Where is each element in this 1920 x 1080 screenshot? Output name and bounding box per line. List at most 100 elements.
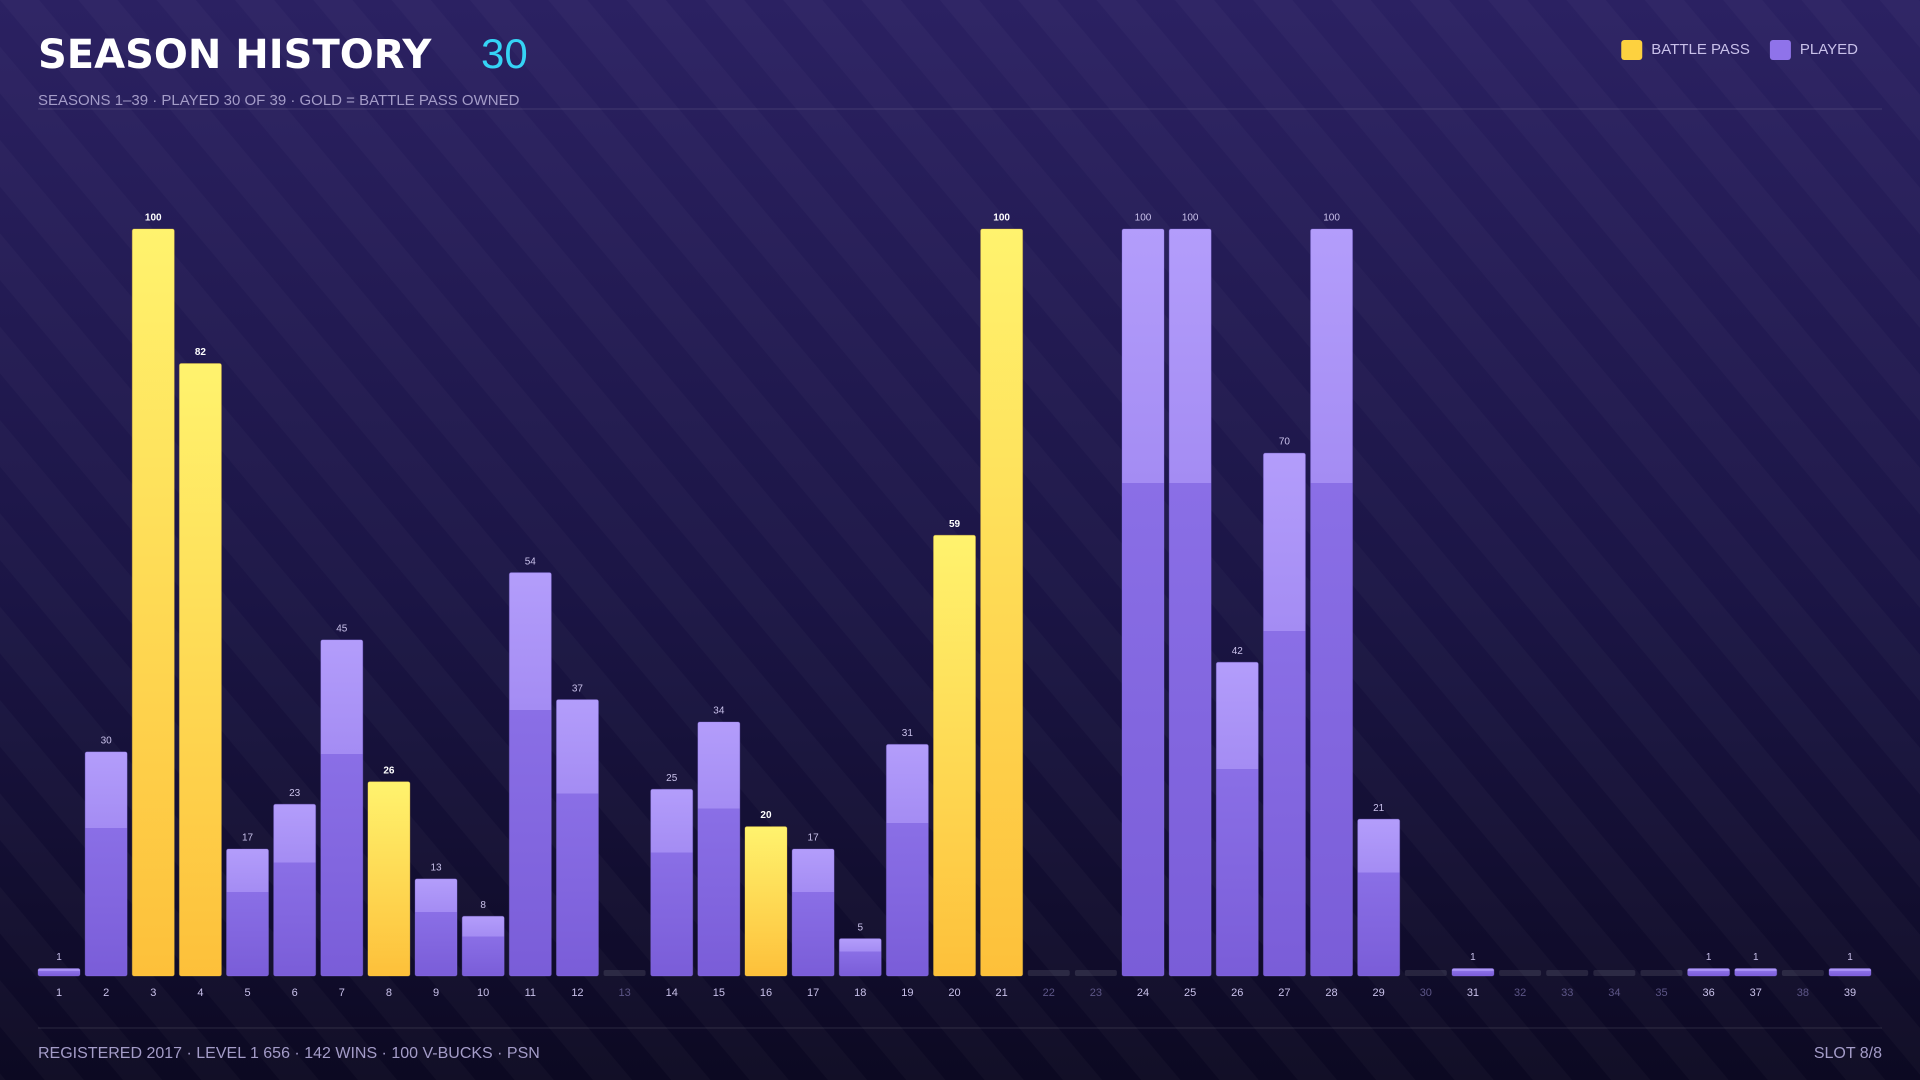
played-bar bbox=[555, 699, 599, 977]
value-label: 100 bbox=[993, 213, 1010, 224]
value-label: 21 bbox=[1373, 803, 1385, 814]
played-bar bbox=[273, 803, 317, 977]
x-tick-label: 35 bbox=[1655, 987, 1667, 999]
value-label: 13 bbox=[430, 863, 442, 874]
played-bar bbox=[1451, 968, 1495, 977]
x-tick-label: 27 bbox=[1278, 987, 1290, 999]
battle-pass-bar bbox=[980, 228, 1024, 977]
footer-info: REGISTERED 2017 · LEVEL 1 656 · 142 WINS… bbox=[38, 1045, 540, 1062]
x-tick-label: 15 bbox=[713, 987, 725, 999]
value-label: 100 bbox=[1135, 213, 1152, 224]
legend-label: PLAYED bbox=[1800, 41, 1858, 58]
footer-slot: SLOT 8/8 bbox=[1814, 1045, 1882, 1062]
x-tick-label: 3 bbox=[150, 987, 156, 999]
value-label: 100 bbox=[1182, 213, 1199, 224]
played-bar bbox=[1262, 452, 1306, 977]
empty-slot bbox=[1593, 970, 1636, 976]
x-tick-label: 5 bbox=[244, 987, 250, 999]
value-label: 54 bbox=[525, 556, 537, 567]
empty-slot bbox=[1404, 970, 1447, 976]
x-tick-label: 17 bbox=[807, 987, 819, 999]
x-tick-label: 20 bbox=[948, 987, 960, 999]
x-tick-label: 18 bbox=[854, 987, 866, 999]
value-label: 1 bbox=[1753, 952, 1759, 963]
value-label: 70 bbox=[1279, 437, 1291, 448]
value-label: 34 bbox=[713, 706, 725, 717]
empty-slot bbox=[1546, 970, 1589, 976]
x-tick-label: 31 bbox=[1467, 987, 1479, 999]
subtitle: SEASONS 1–39 · PLAYED 30 OF 39 · GOLD = … bbox=[38, 92, 520, 109]
battle-pass-bar bbox=[367, 781, 411, 977]
x-tick-label: 23 bbox=[1090, 987, 1102, 999]
played-bar bbox=[1121, 228, 1165, 977]
value-label: 1 bbox=[56, 952, 62, 963]
empty-slot bbox=[1074, 970, 1117, 976]
value-label: 25 bbox=[666, 773, 678, 784]
value-label: 20 bbox=[760, 810, 772, 821]
x-tick-label: 29 bbox=[1373, 987, 1385, 999]
x-tick-label: 10 bbox=[477, 987, 489, 999]
x-tick-label: 33 bbox=[1561, 987, 1573, 999]
value-label: 5 bbox=[857, 922, 863, 933]
value-label: 26 bbox=[383, 765, 395, 776]
played-bar bbox=[650, 788, 694, 977]
played-bar bbox=[1828, 968, 1872, 977]
x-tick-label: 32 bbox=[1514, 987, 1526, 999]
value-label: 8 bbox=[480, 900, 486, 911]
x-tick-label: 21 bbox=[996, 987, 1008, 999]
played-bar bbox=[1168, 228, 1212, 977]
played-bar bbox=[791, 848, 835, 977]
played-bar bbox=[1734, 968, 1778, 977]
played-bar bbox=[414, 878, 458, 977]
x-tick-label: 34 bbox=[1608, 987, 1620, 999]
x-tick-label: 28 bbox=[1325, 987, 1337, 999]
x-tick-label: 6 bbox=[292, 987, 298, 999]
empty-slot bbox=[1781, 970, 1824, 976]
legend-label: BATTLE PASS bbox=[1651, 41, 1750, 58]
played-bar bbox=[885, 743, 929, 977]
played-bar bbox=[838, 938, 882, 977]
x-tick-label: 39 bbox=[1844, 987, 1856, 999]
x-tick-label: 7 bbox=[339, 987, 345, 999]
played-bar bbox=[226, 848, 270, 977]
x-tick-label: 2 bbox=[103, 987, 109, 999]
value-label: 100 bbox=[145, 213, 162, 224]
played-bar bbox=[697, 721, 741, 977]
value-label: 31 bbox=[902, 728, 914, 739]
value-label: 17 bbox=[808, 833, 820, 844]
x-tick-label: 37 bbox=[1750, 987, 1762, 999]
battle-pass-bar bbox=[131, 228, 175, 977]
value-label: 30 bbox=[101, 736, 113, 747]
value-label: 1 bbox=[1706, 952, 1712, 963]
x-tick-label: 30 bbox=[1420, 987, 1432, 999]
played-bar bbox=[508, 572, 552, 977]
value-label: 59 bbox=[949, 519, 961, 530]
value-label: 1 bbox=[1470, 952, 1476, 963]
battle-pass-bar bbox=[744, 826, 788, 977]
battle-pass-bar bbox=[933, 534, 976, 977]
value-label: 100 bbox=[1323, 213, 1340, 224]
empty-slot bbox=[603, 970, 646, 976]
value-label: 42 bbox=[1232, 646, 1244, 657]
x-tick-label: 22 bbox=[1043, 987, 1055, 999]
played-bar bbox=[320, 639, 364, 977]
played-bar bbox=[1215, 661, 1259, 977]
played-bar bbox=[1357, 818, 1401, 977]
x-tick-label: 4 bbox=[197, 987, 203, 999]
empty-slot bbox=[1640, 970, 1683, 976]
empty-slot bbox=[1499, 970, 1542, 976]
x-tick-label: 36 bbox=[1702, 987, 1714, 999]
title: SEASON HISTORY bbox=[38, 32, 432, 78]
x-tick-label: 16 bbox=[760, 987, 772, 999]
x-tick-label: 14 bbox=[666, 987, 678, 999]
x-tick-label: 11 bbox=[525, 987, 536, 999]
value-label: 1 bbox=[1847, 952, 1853, 963]
played-bar bbox=[37, 968, 81, 977]
battle-pass-bar bbox=[178, 362, 222, 977]
empty-slot bbox=[1027, 970, 1070, 976]
played-bar bbox=[1687, 968, 1731, 977]
value-label: 17 bbox=[242, 833, 254, 844]
x-tick-label: 24 bbox=[1137, 987, 1149, 999]
played-count: 30 bbox=[481, 30, 528, 77]
